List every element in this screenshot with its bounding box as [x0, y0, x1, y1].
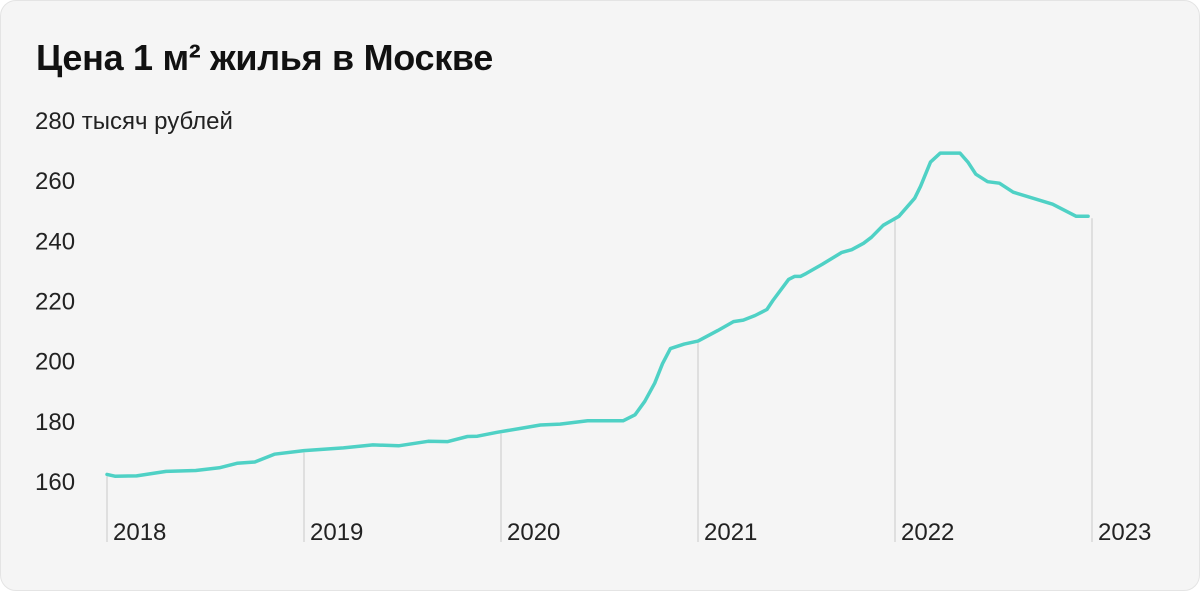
x-tick-label-2022: 2022 — [901, 519, 954, 546]
y-tick-label-200: 200 — [35, 349, 75, 376]
x-axis-labels: 2018 2019 2020 2021 2022 2023 — [113, 519, 1151, 546]
x-tick-label-2018: 2018 — [113, 519, 166, 546]
y-tick-label-180: 180 — [35, 409, 75, 436]
y-tick-label-160: 160 — [35, 469, 75, 496]
x-tick-label-2020: 2020 — [507, 519, 560, 546]
y-axis-labels: 280 тысяч рублей 260 240 220 200 180 160 — [35, 108, 233, 496]
y-tick-label-240: 240 — [35, 228, 75, 255]
y-tick-label-280: 280 тысяч рублей — [35, 108, 233, 135]
y-tick-label-260: 260 — [35, 168, 75, 195]
y-tick-label-220: 220 — [35, 289, 75, 316]
x-tick-label-2021: 2021 — [704, 519, 757, 546]
x-tick-label-2019: 2019 — [310, 519, 363, 546]
price-series-line — [105, 151, 1090, 478]
x-tick-label-2023: 2023 — [1098, 519, 1151, 546]
x-grid-lines — [106, 218, 1093, 542]
chart-title: Цена 1 м² жилья в Москве — [36, 37, 493, 78]
